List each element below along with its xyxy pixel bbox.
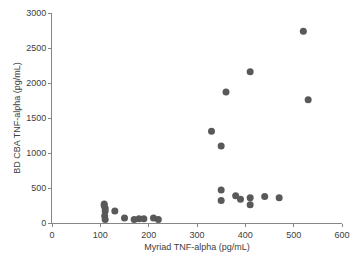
svg-text:1000: 1000	[26, 148, 46, 158]
svg-text:Myriad TNF-alpha (pg/mL): Myriad TNF-alpha (pg/mL)	[144, 242, 249, 252]
svg-text:1500: 1500	[26, 113, 46, 123]
svg-text:600: 600	[334, 230, 349, 240]
svg-text:2500: 2500	[26, 43, 46, 53]
svg-text:100: 100	[93, 230, 108, 240]
svg-text:300: 300	[189, 230, 204, 240]
svg-text:500: 500	[31, 183, 46, 193]
svg-text:3000: 3000	[26, 8, 46, 18]
svg-text:400: 400	[238, 230, 253, 240]
svg-text:BD CBA TNF-alpha (pg/mL): BD CBA TNF-alpha (pg/mL)	[12, 62, 22, 173]
svg-text:0: 0	[41, 218, 46, 228]
svg-text:0: 0	[49, 230, 54, 240]
svg-text:500: 500	[286, 230, 301, 240]
svg-text:2000: 2000	[26, 78, 46, 88]
svg-text:200: 200	[141, 230, 156, 240]
